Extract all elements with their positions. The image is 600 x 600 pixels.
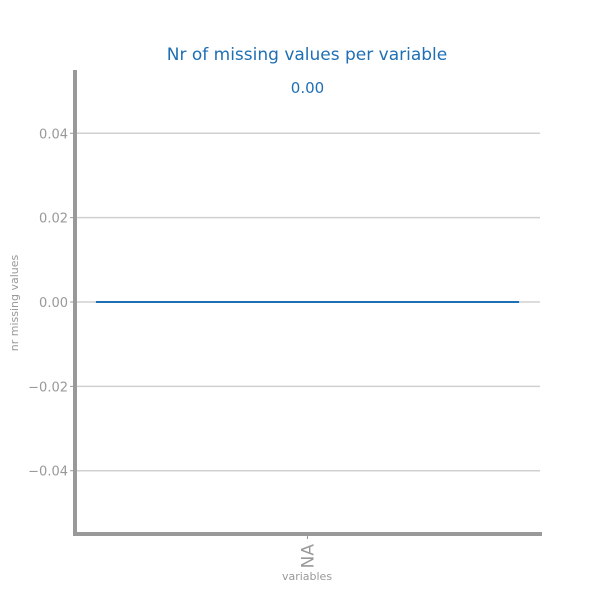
y-tick-label: 0.04 xyxy=(39,127,68,142)
y-tick-label: 0.00 xyxy=(39,296,68,311)
y-tick-label: −0.02 xyxy=(28,380,68,395)
y-axis-label: nr missing values xyxy=(8,254,21,351)
bar xyxy=(95,301,520,303)
x-ticks: NA xyxy=(299,534,319,568)
x-tick-label: NA xyxy=(299,544,319,569)
chart-title: Nr of missing values per variable xyxy=(167,45,448,65)
y-ticks: −0.04 −0.02 0.00 0.02 0.04 xyxy=(28,127,75,480)
bars: 0.00 xyxy=(95,79,520,303)
x-axis-label: variables xyxy=(282,570,332,583)
y-tick-label: −0.04 xyxy=(28,465,68,480)
y-tick-label: 0.02 xyxy=(39,212,68,227)
bar-data-label: 0.00 xyxy=(291,79,324,97)
